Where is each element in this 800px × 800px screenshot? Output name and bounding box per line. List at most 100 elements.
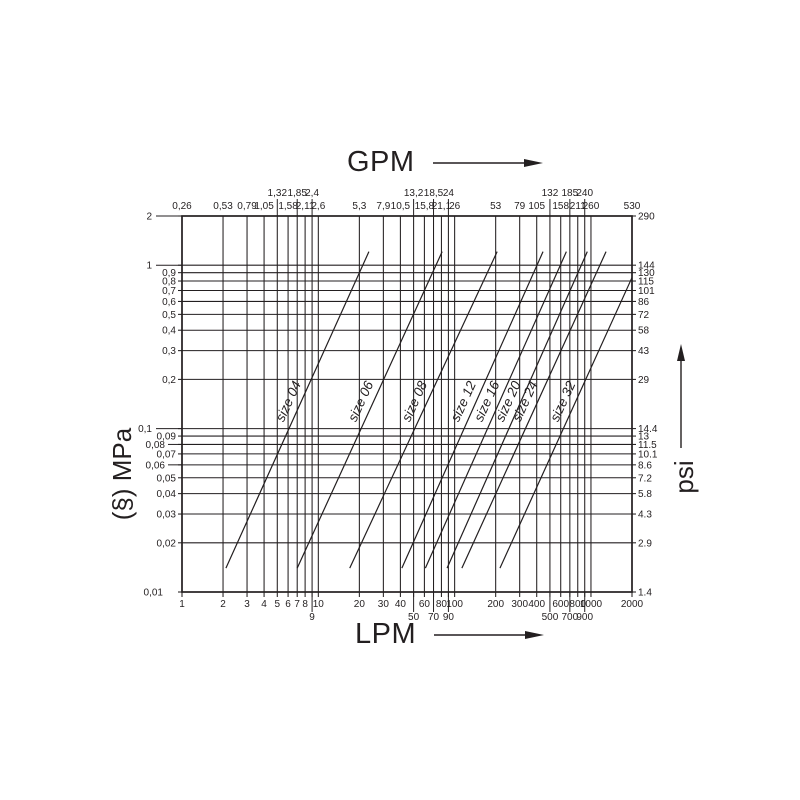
lpm-tick-label: 700 xyxy=(562,612,579,623)
size-08-label: size 08 xyxy=(399,378,431,424)
gpm-tick-label: 18,5 xyxy=(424,188,444,199)
mpa-tick-label: 0,3 xyxy=(162,346,176,357)
lpm-tick-label: 400 xyxy=(528,599,545,610)
mpa-tick-label: 0,1 xyxy=(138,424,152,435)
gpm-tick-label: 79 xyxy=(514,201,526,212)
gpm-tick-label: 1,58 xyxy=(278,201,298,212)
psi-tick-label: 5.8 xyxy=(638,489,652,500)
mpa-tick-label: 0,06 xyxy=(146,460,166,471)
lpm-tick-label: 70 xyxy=(428,612,440,623)
mpa-tick-label: 0,2 xyxy=(162,375,176,386)
lpm-tick-label: 3 xyxy=(244,599,250,610)
lpm-tick-label: 600 xyxy=(552,599,569,610)
lpm-tick-label: 2 xyxy=(220,599,226,610)
gpm-tick-label: 1,85 xyxy=(287,188,307,199)
gpm-tick-label: 0,79 xyxy=(237,201,257,212)
lpm-tick-label: 500 xyxy=(542,612,559,623)
mpa-tick-label: 0,07 xyxy=(157,449,177,460)
psi-tick-label: 7.2 xyxy=(638,473,652,484)
gpm-tick-label: 0,53 xyxy=(213,201,233,212)
psi-tick-label: 1.4 xyxy=(638,588,652,599)
mpa-tick-label: 0,7 xyxy=(162,286,176,297)
lpm-tick-label: 100 xyxy=(446,599,463,610)
psi-tick-label: 58 xyxy=(638,326,650,337)
grid-lines xyxy=(181,215,633,593)
psi-tick-label: 144 xyxy=(638,261,655,272)
mpa-tick-label: 0,8 xyxy=(162,277,176,288)
mpa-axis-title: (§) MPa xyxy=(107,427,137,521)
gpm-tick-label: 0,26 xyxy=(172,201,192,212)
lpm-tick-label: 2000 xyxy=(621,599,644,610)
lpm-tick-label: 30 xyxy=(378,599,390,610)
mpa-tick-label: 0,4 xyxy=(162,326,176,337)
mpa-tick-label: 2 xyxy=(146,212,152,223)
gpm-tick-label: 26 xyxy=(449,201,461,212)
lpm-tick-label: 50 xyxy=(408,612,420,623)
lpm-tick-label: 60 xyxy=(419,599,431,610)
gpm-title: GPM xyxy=(347,146,543,179)
psi-tick-label: 130 xyxy=(638,268,655,279)
psi-up-arrow-icon xyxy=(677,344,685,448)
axis-labels: 0,2610,5320,7931,0541,3251,5861,8572,118… xyxy=(138,188,658,623)
size-24-curve xyxy=(461,251,607,569)
lpm-tick-label: 10 xyxy=(313,599,325,610)
gpm-tick-label: 1,32 xyxy=(268,188,288,199)
mpa-tick-label: 0,04 xyxy=(157,489,177,500)
psi-axis-title: psi xyxy=(669,460,699,494)
size-32-curve xyxy=(499,277,633,569)
lpm-tick-label: 5 xyxy=(275,599,281,610)
gpm-tick-label: 7,9 xyxy=(376,201,390,212)
lpm-tick-label: 900 xyxy=(576,612,593,623)
gpm-tick-label: 2,6 xyxy=(311,201,325,212)
psi-tick-label: 101 xyxy=(638,286,655,297)
lpm-tick-label: 6 xyxy=(285,599,291,610)
gpm-tick-label: 24 xyxy=(443,188,455,199)
gpm-tick-label: 10,5 xyxy=(391,201,411,212)
mpa-tick-label: 0,02 xyxy=(157,538,177,549)
mpa-tick-label: 0,05 xyxy=(157,473,177,484)
gpm-tick-label: 15,8 xyxy=(415,201,435,212)
lpm-title: LPM xyxy=(355,618,545,651)
psi-tick-label: 10.1 xyxy=(638,449,658,460)
psi-tick-label: 290 xyxy=(638,212,655,223)
size-12-curve xyxy=(401,251,544,569)
mpa-tick-label: 0,09 xyxy=(157,432,177,443)
psi-tick-label: 4.3 xyxy=(638,510,652,521)
lpm-tick-label: 40 xyxy=(395,599,407,610)
lpm-tick-label: 800 xyxy=(569,599,586,610)
size-08-curve xyxy=(349,251,498,569)
gpm-tick-label: 1,05 xyxy=(254,201,274,212)
mpa-tick-label: 0,9 xyxy=(162,268,176,279)
size-32-label: size 32 xyxy=(547,378,579,424)
gpm-tick-label: 185 xyxy=(562,188,579,199)
psi-tick-label: 14.4 xyxy=(638,424,658,435)
gpm-tick-label: 105 xyxy=(528,201,545,212)
lpm-tick-label: 9 xyxy=(309,612,315,623)
lpm-right-arrow-icon xyxy=(434,630,545,639)
gpm-tick-label: 158 xyxy=(552,201,569,212)
gpm-tick-label: 53 xyxy=(490,201,502,212)
gpm-tick-label: 21,1 xyxy=(432,201,452,212)
gpm-title-text: GPM xyxy=(347,146,415,178)
mpa-tick-label: 0,03 xyxy=(157,510,177,521)
size-20-curve xyxy=(446,251,588,569)
lpm-tick-label: 1000 xyxy=(580,599,603,610)
tick-marks xyxy=(156,199,636,612)
lpm-tick-label: 7 xyxy=(294,599,300,610)
gpm-tick-label: 13,2 xyxy=(404,188,424,199)
gpm-tick-label: 240 xyxy=(576,188,593,199)
gpm-tick-label: 260 xyxy=(583,201,600,212)
mpa-tick-label: 1 xyxy=(146,261,152,272)
size-16-curve xyxy=(424,251,567,569)
psi-tick-label: 29 xyxy=(638,375,650,386)
psi-tick-label: 8.6 xyxy=(638,460,652,471)
mpa-tick-label: 0,5 xyxy=(162,310,176,321)
gpm-tick-label: 530 xyxy=(624,201,641,212)
gpm-tick-label: 5,3 xyxy=(352,201,366,212)
psi-tick-label: 11.5 xyxy=(638,440,657,451)
mpa-tick-label: 0,6 xyxy=(162,297,176,308)
lpm-tick-label: 300 xyxy=(511,599,528,610)
size-06-label: size 06 xyxy=(345,378,377,424)
